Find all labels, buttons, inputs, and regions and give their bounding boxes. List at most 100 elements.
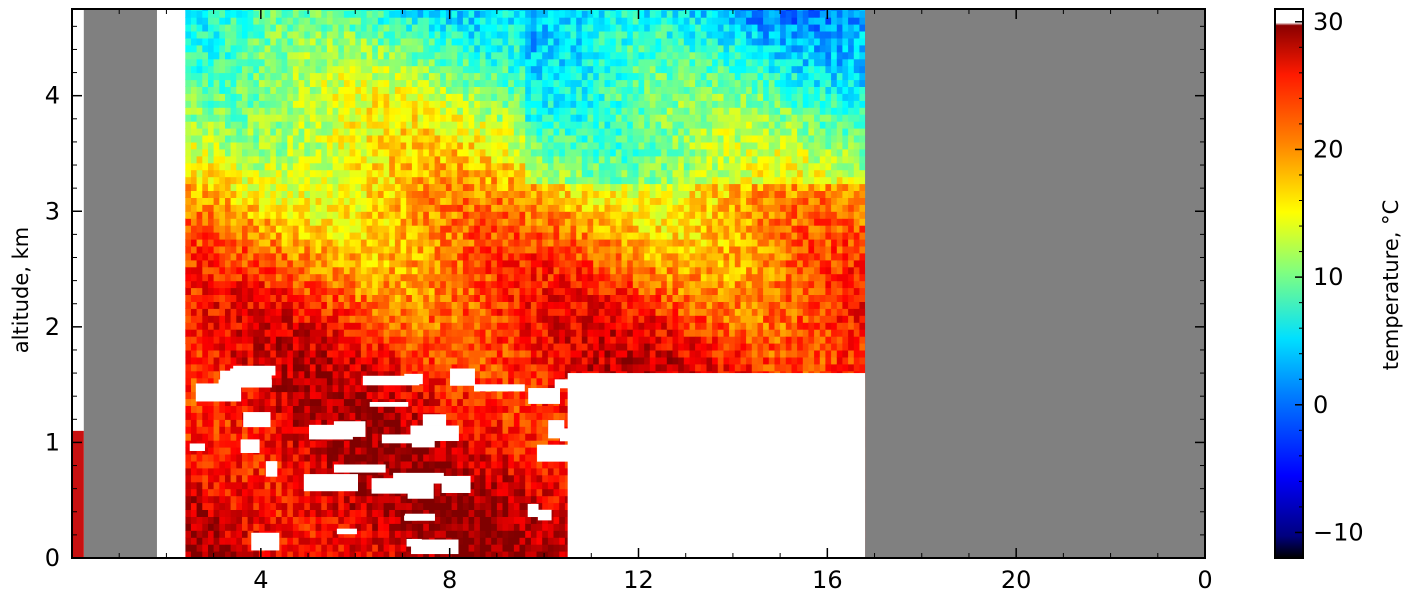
heatmap-cell (383, 232, 390, 240)
heatmap-cell (338, 488, 345, 497)
heatmap-cell (343, 273, 351, 282)
heatmap-cell (287, 384, 294, 393)
heatmap-cell (491, 190, 498, 198)
heatmap-cell (536, 412, 543, 420)
heatmap-cell (219, 232, 226, 240)
heatmap-cell (366, 509, 373, 517)
heatmap-cell (474, 107, 481, 115)
heatmap-cell (338, 197, 345, 205)
heatmap-cell (191, 31, 198, 39)
heatmap-cell (491, 329, 498, 337)
heatmap-cell (457, 266, 464, 275)
heatmap-cell (406, 356, 413, 365)
heatmap-cell (502, 86, 509, 94)
heatmap-cell (377, 135, 385, 143)
heatmap-cell (360, 523, 368, 531)
heatmap-cell (338, 377, 345, 386)
heatmap-cell (332, 44, 339, 53)
heatmap-cell (338, 336, 345, 344)
heatmap-cell (417, 190, 424, 198)
heatmap-cell (242, 495, 249, 504)
heatmap-cell (445, 114, 453, 122)
heatmap-cell (270, 516, 277, 524)
heatmap-cell (451, 93, 458, 101)
heatmap-cell (236, 440, 243, 448)
heatmap-cell (242, 433, 249, 441)
heatmap-cell (366, 218, 373, 226)
heatmap-cell (372, 58, 379, 67)
heatmap-cell (287, 509, 294, 517)
heatmap-cell (236, 294, 243, 302)
heatmap-cell (468, 280, 475, 289)
heatmap-cell (468, 481, 475, 490)
heatmap-cell (389, 467, 396, 476)
heatmap-cell (270, 114, 277, 122)
heatmap-cell (270, 141, 277, 150)
heatmap-cell (389, 79, 396, 87)
heatmap-cell (225, 398, 232, 406)
heatmap-cell (355, 218, 362, 226)
heatmap-cell (292, 370, 300, 379)
heatmap-cell (321, 495, 328, 504)
heatmap-cell (513, 551, 521, 558)
heatmap-cell (321, 51, 328, 60)
heatmap-cell (253, 86, 260, 94)
heatmap-cell (457, 343, 464, 351)
heatmap-cell (366, 183, 373, 191)
heatmap-cell (383, 162, 390, 171)
heatmap-cell (230, 530, 237, 538)
heatmap-cell (360, 447, 368, 455)
heatmap-cell (445, 211, 453, 219)
heatmap-cell (230, 79, 237, 87)
heatmap-cell (417, 169, 424, 178)
heatmap-cell (377, 363, 385, 372)
heatmap-cell (508, 128, 515, 136)
heatmap-cell (225, 252, 232, 261)
heatmap-cell (462, 343, 470, 351)
heatmap-cell (372, 315, 379, 323)
heatmap-cell (400, 141, 407, 150)
heatmap-cell (389, 405, 396, 413)
heatmap-cell (423, 447, 430, 455)
heatmap-cell (479, 544, 487, 552)
heatmap-cell (208, 72, 215, 81)
heatmap-cell (434, 37, 441, 46)
heatmap-cell (236, 17, 243, 25)
heatmap-cell (508, 467, 515, 476)
heatmap-cell (519, 44, 526, 53)
heatmap-cell (281, 391, 288, 400)
heatmap-cell (462, 447, 470, 455)
heatmap-cell (281, 211, 288, 219)
heatmap-cell (394, 405, 402, 413)
heatmap-cell (349, 322, 356, 330)
heatmap-cell (225, 44, 232, 53)
heatmap-cell (462, 121, 470, 129)
heatmap-cell (485, 37, 492, 46)
heatmap-cell (434, 135, 441, 143)
heatmap-cell (377, 266, 385, 275)
heatmap-cell (400, 86, 407, 94)
heatmap-cell (253, 155, 260, 164)
heatmap-cell (406, 530, 413, 538)
heatmap-cell (366, 79, 373, 87)
heatmap-cell (230, 128, 237, 136)
heatmap-cell (338, 239, 345, 247)
heatmap-cell (349, 370, 356, 379)
heatmap-cell (519, 204, 526, 212)
heatmap-cell (287, 287, 294, 295)
heatmap-cell (264, 405, 271, 413)
heatmap-cell (468, 398, 475, 406)
heatmap-cell (428, 232, 436, 240)
heatmap-cell (389, 530, 396, 538)
heatmap-cell (225, 51, 232, 60)
heatmap-cell (411, 398, 419, 406)
heatmap-cell (525, 37, 532, 46)
heatmap-cell (530, 287, 538, 295)
heatmap-cell (298, 343, 305, 351)
heatmap-cell (230, 245, 237, 254)
heatmap-cell (508, 301, 515, 309)
heatmap-cell (196, 426, 203, 434)
heatmap-cell (377, 225, 385, 233)
heatmap-cell (355, 502, 362, 510)
heatmap-cell (423, 391, 430, 400)
